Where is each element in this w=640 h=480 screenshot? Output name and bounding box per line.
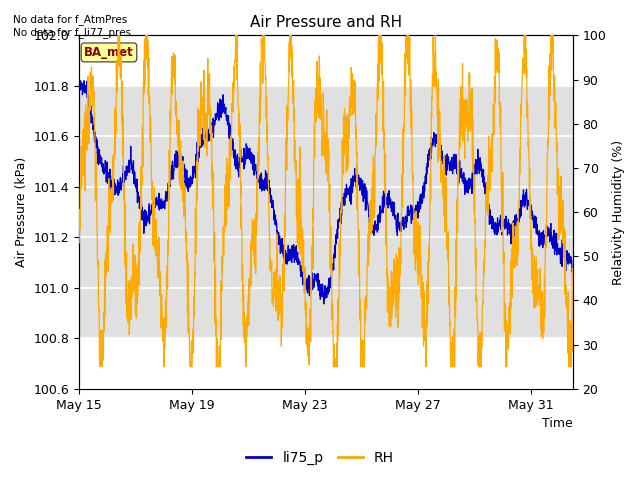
Y-axis label: Relativity Humidity (%): Relativity Humidity (%) — [612, 140, 625, 285]
Bar — [79, 86, 573, 338]
Title: Air Pressure and RH: Air Pressure and RH — [250, 15, 402, 30]
Text: BA_met: BA_met — [84, 46, 134, 59]
Y-axis label: Air Pressure (kPa): Air Pressure (kPa) — [15, 157, 28, 267]
Text: Time: Time — [542, 417, 573, 430]
Text: No data for f_AtmPres
No data for f_li77_pres: No data for f_AtmPres No data for f_li77… — [13, 14, 131, 38]
Legend: li75_p, RH: li75_p, RH — [241, 445, 399, 471]
